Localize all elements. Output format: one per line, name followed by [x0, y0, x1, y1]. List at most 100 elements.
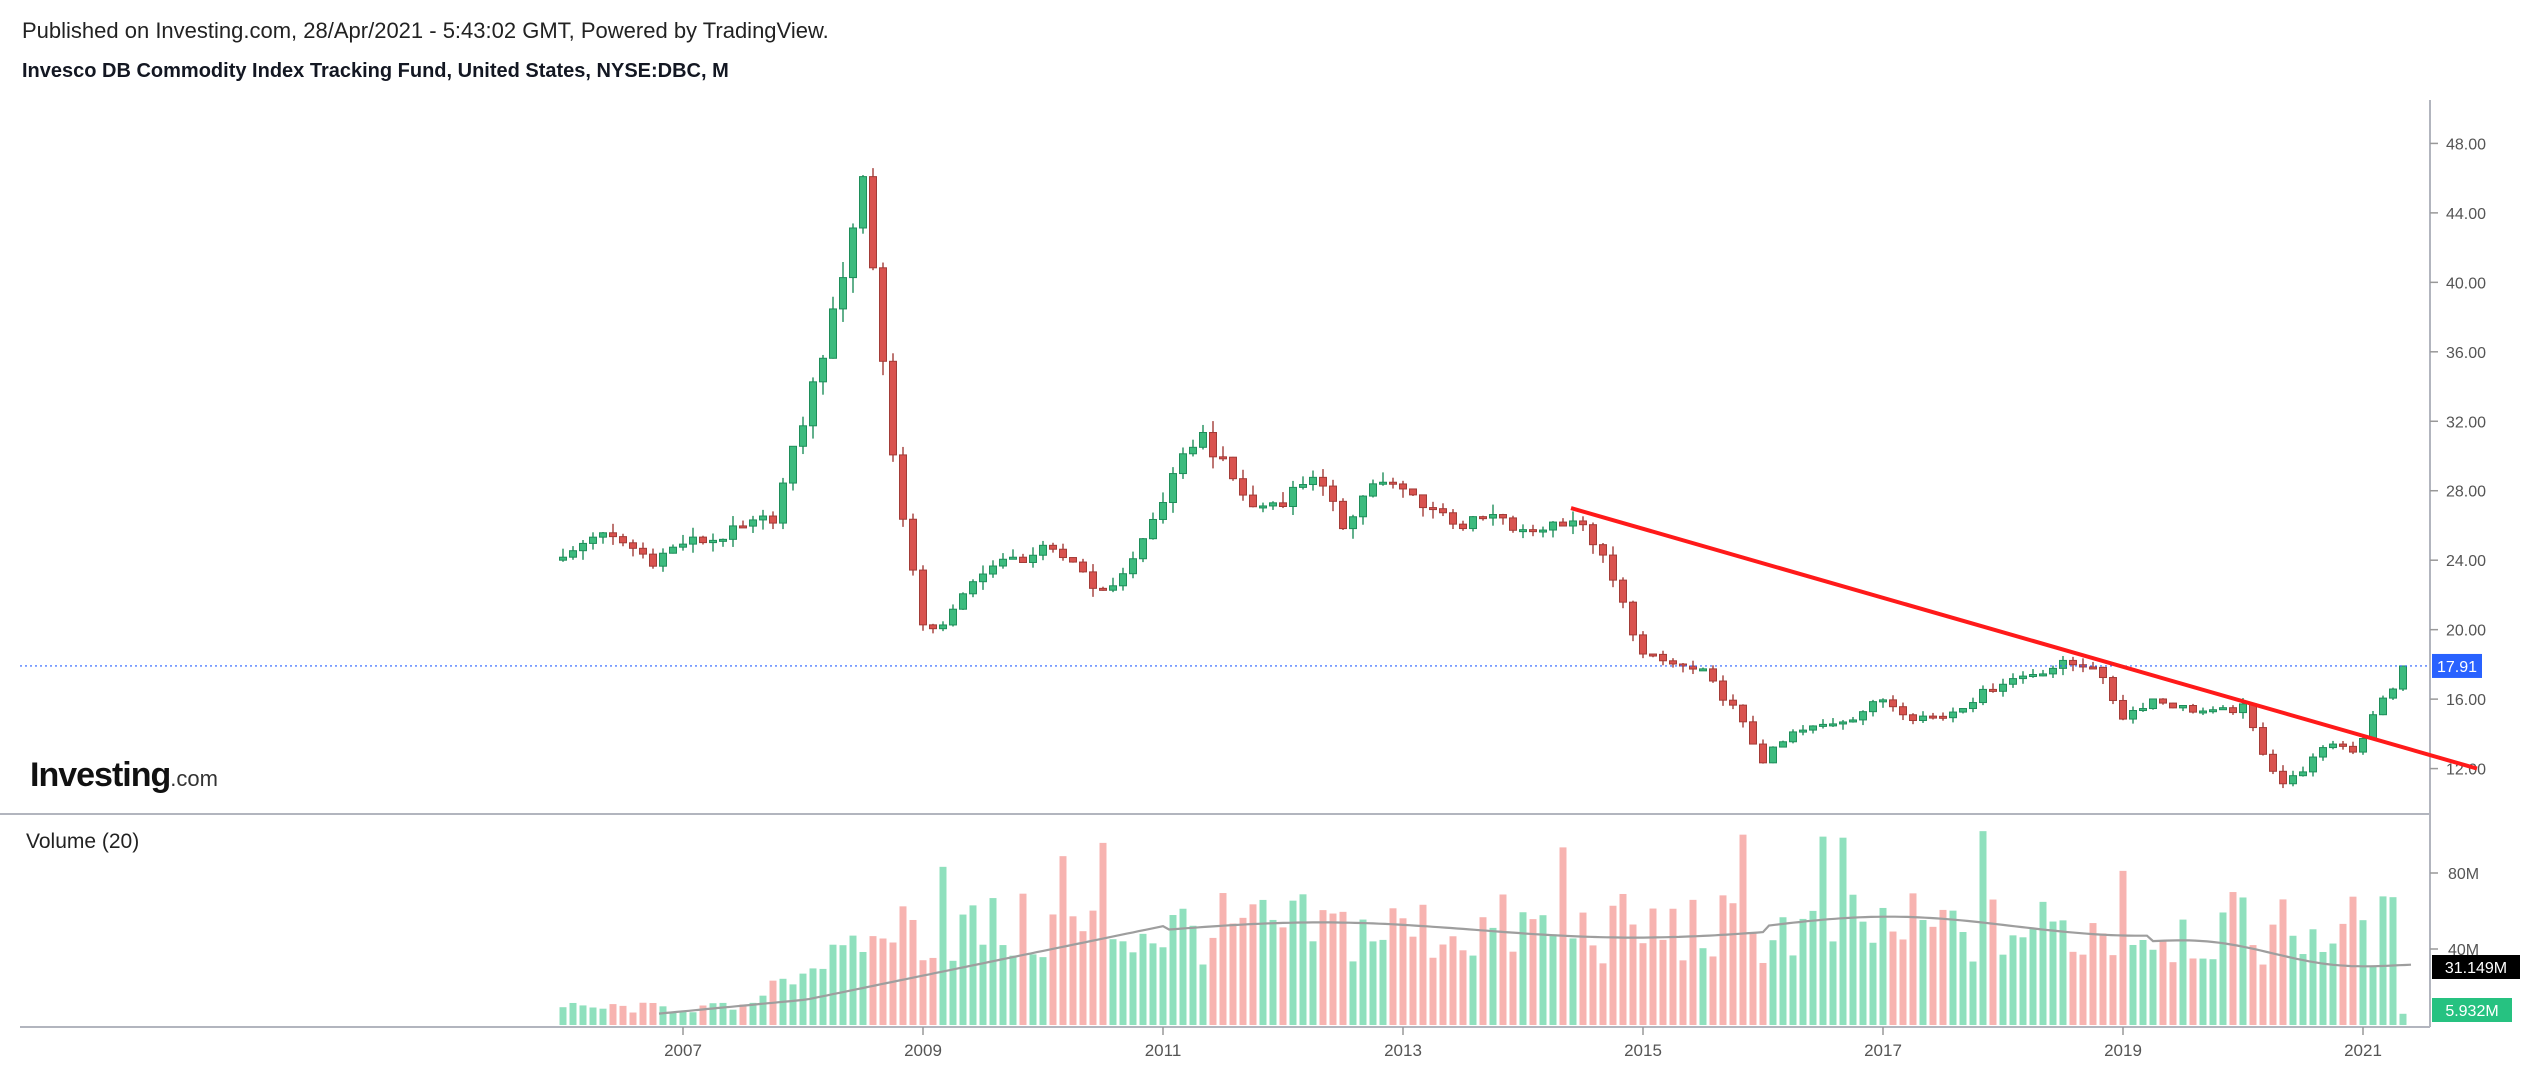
candle-up: [2039, 673, 2047, 677]
volume-bar-down: [1719, 895, 1727, 1025]
published-note: Published on Investing.com, 28/Apr/2021 …: [22, 18, 829, 43]
candle-down: [1439, 508, 1447, 514]
volume-bar-up: [1999, 954, 2007, 1025]
last-price-label: 17.91: [2437, 659, 2477, 676]
candle-down: [1719, 680, 1727, 701]
volume-bar-down: [1459, 950, 1467, 1025]
candle-up: [789, 445, 797, 484]
candle-up: [1379, 481, 1387, 485]
volume-bar-down: [1079, 931, 1087, 1025]
candle-up: [1849, 719, 1857, 723]
volume-bar-down: [1609, 905, 1617, 1025]
candle-up: [1999, 683, 2007, 692]
volume-bar-up: [709, 1003, 717, 1025]
candle-down: [1759, 743, 1767, 764]
candle-down: [1429, 507, 1437, 511]
candle-down: [1889, 699, 1897, 708]
candle-up: [2009, 678, 2017, 685]
candle-down: [1739, 704, 1747, 723]
candle-up: [1949, 711, 1957, 719]
volume-bar-down: [1479, 917, 1487, 1025]
candle-up: [1549, 521, 1557, 531]
volume-bar-down: [619, 1005, 627, 1025]
candle-up: [2129, 710, 2137, 720]
candle-down: [1339, 500, 1347, 530]
candle-up: [1469, 516, 1477, 530]
volume-bar-down: [1249, 904, 1257, 1025]
volume-bar-up: [2329, 943, 2337, 1025]
candle-down: [619, 536, 627, 544]
volume-bar-down: [1439, 944, 1447, 1025]
candle-up: [1199, 432, 1207, 448]
volume-bar-down: [1749, 932, 1757, 1025]
volume-bar-down: [1509, 951, 1517, 1025]
x-tick-label: 2017: [1864, 1041, 1902, 1060]
volume-bar-up: [599, 1008, 607, 1025]
volume-bar-up: [2199, 958, 2207, 1025]
candle-up: [1259, 505, 1267, 509]
candle-down: [1559, 521, 1567, 527]
candle-down: [1619, 579, 1627, 603]
volume-bar-up: [1259, 899, 1267, 1025]
candle-down: [1899, 706, 1907, 716]
volume-bar-down: [1499, 894, 1507, 1025]
volume-bar-down: [1219, 893, 1227, 1025]
volume-bar-down: [1209, 937, 1217, 1025]
volume-bar-up: [1839, 837, 1847, 1025]
candle-down: [869, 176, 877, 269]
y-tick-label: 28.00: [2446, 484, 2486, 501]
volume-bar-up: [1159, 947, 1167, 1025]
candle-down: [739, 525, 747, 529]
y-tick-label: 32.00: [2446, 414, 2486, 431]
volume-bar-down: [1899, 939, 1907, 1025]
volume-bar-up: [669, 1012, 677, 1025]
candle-up: [559, 556, 567, 561]
volume-bar-down: [1709, 956, 1717, 1025]
candle-down: [919, 569, 927, 626]
volume-bar-up: [1199, 964, 1207, 1025]
candle-down: [629, 542, 637, 549]
candle-up: [1179, 453, 1187, 475]
candle-up: [679, 543, 687, 548]
volume-bar-up: [1129, 952, 1137, 1025]
candle-down: [1749, 721, 1757, 745]
candle-up: [859, 176, 867, 229]
volume-bar-down: [869, 936, 877, 1025]
candle-up: [939, 624, 947, 630]
volume-ma-badge: [2432, 955, 2520, 979]
candle-up: [2329, 743, 2337, 749]
volume-bar-up: [2379, 896, 2387, 1025]
candle-up: [1369, 483, 1377, 497]
candle-up: [1139, 538, 1147, 560]
last-volume-label: 5.932M: [2445, 1003, 2498, 1020]
candle-up: [1789, 731, 1797, 743]
volume-bar-down: [879, 938, 887, 1025]
candle-down: [1609, 554, 1617, 581]
volume-bar-up: [1269, 919, 1277, 1025]
candle-down: [1449, 512, 1457, 525]
volume-bar-down: [1659, 939, 1667, 1025]
volume-bar-up: [1879, 907, 1887, 1025]
candle-down: [1909, 714, 1917, 722]
volume-bar-down: [1689, 899, 1697, 1025]
candle-down: [1329, 485, 1337, 502]
volume-bar-up: [589, 1007, 597, 1025]
candle-down: [909, 518, 917, 571]
candle-up: [589, 536, 597, 544]
volume-bar-up: [1039, 957, 1047, 1025]
candle-up: [2399, 665, 2407, 690]
volume-bar-up: [999, 945, 1007, 1025]
volume-bar-down: [1229, 923, 1237, 1025]
volume-bar-down: [2159, 940, 2167, 1025]
candle-down: [1409, 488, 1417, 496]
candle-down: [1509, 517, 1517, 531]
volume-bar-down: [1629, 924, 1637, 1025]
candle-up: [1879, 699, 1887, 703]
candle-up: [2209, 709, 2217, 713]
candle-down: [769, 515, 777, 524]
volume-bar-down: [1329, 913, 1337, 1025]
volume-bar-up: [1799, 918, 1807, 1025]
volume-bar-up: [2139, 939, 2147, 1025]
volume-bar-down: [889, 942, 897, 1025]
